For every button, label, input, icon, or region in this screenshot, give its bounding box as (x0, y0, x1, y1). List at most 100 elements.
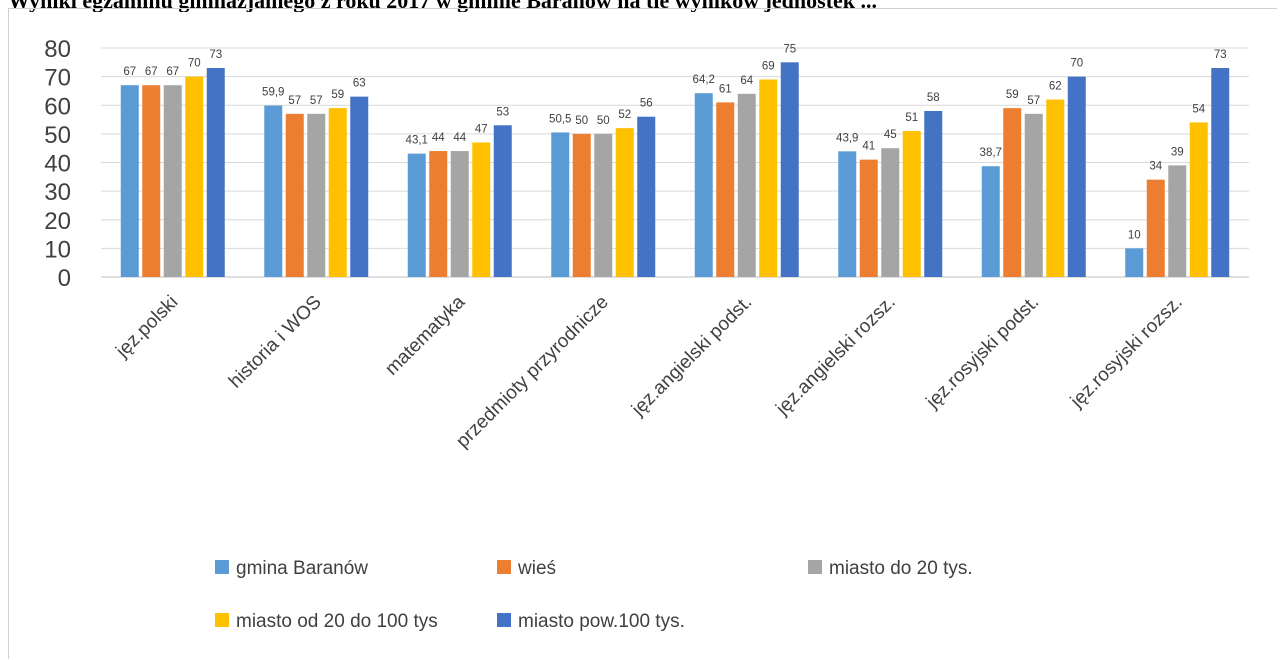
data-label: 38,7 (980, 147, 1002, 159)
data-label: 50 (575, 115, 588, 127)
data-label: 73 (209, 49, 222, 61)
legend-swatch (215, 560, 229, 574)
y-tick-label: 10 (44, 236, 71, 263)
bar (429, 151, 448, 277)
bar (1189, 122, 1208, 277)
category-label: historia i WOS (225, 292, 326, 393)
data-label: 47 (475, 123, 488, 135)
data-label: 70 (188, 58, 201, 70)
bar (737, 93, 756, 277)
data-label: 57 (288, 95, 301, 107)
chart-caption: Wyniki egzaminu gimnazjalnego z roku 201… (8, 0, 1276, 12)
bar (716, 102, 735, 277)
bar (594, 133, 613, 277)
category-label: jęz.angielski podst. (627, 292, 756, 421)
bar (981, 166, 1000, 277)
category-label: jęz.angielski rozsz. (771, 292, 899, 420)
bar (1024, 113, 1043, 278)
bar (1125, 248, 1144, 277)
bar (142, 85, 161, 278)
bar (407, 153, 426, 277)
legend-label: wieś (517, 558, 556, 579)
data-label: 41 (862, 141, 875, 153)
legend-swatch (497, 613, 511, 627)
category-label: jęz.rosyjski rozsz. (1066, 292, 1187, 413)
bar (902, 131, 921, 277)
data-label: 50,5 (549, 113, 571, 125)
data-label: 10 (1128, 229, 1141, 241)
data-label: 61 (719, 83, 732, 95)
category-label: jęz.rosyjski podst. (922, 292, 1044, 414)
data-label: 44 (453, 132, 466, 144)
y-tick-label: 70 (44, 65, 71, 92)
legend-label: gmina Baranów (236, 558, 368, 579)
y-tick-label: 80 (44, 36, 71, 63)
bar (493, 125, 512, 277)
bar (759, 79, 778, 277)
bar (350, 96, 369, 277)
data-label: 39 (1171, 146, 1184, 158)
data-label: 43,1 (406, 135, 428, 147)
bar (1211, 68, 1230, 277)
data-label: 50 (597, 115, 610, 127)
bar (924, 110, 943, 277)
y-tick-label: 0 (58, 265, 71, 292)
y-tick-label: 30 (44, 179, 71, 206)
y-tick-label: 60 (44, 93, 71, 120)
data-label: 62 (1049, 81, 1062, 93)
data-label: 59,9 (262, 87, 284, 99)
bar (694, 93, 713, 277)
bar (1168, 165, 1187, 277)
data-label: 75 (783, 43, 796, 55)
legend-label: miasto pow.100 tys. (518, 611, 685, 632)
chart-frame (8, 8, 1277, 659)
bar (637, 116, 656, 277)
data-label: 70 (1070, 58, 1083, 70)
y-tick-label: 40 (44, 151, 71, 178)
data-label: 64,2 (693, 74, 715, 86)
data-label: 58 (927, 92, 940, 104)
y-tick-label: 50 (44, 122, 71, 149)
bar (472, 142, 491, 277)
data-label: 67 (166, 66, 179, 78)
bar (1067, 76, 1086, 277)
data-label: 34 (1149, 161, 1162, 173)
category-label: matematyka (381, 291, 469, 379)
bar (206, 68, 225, 277)
bar (615, 128, 634, 277)
bar (450, 151, 469, 277)
legend-swatch (215, 613, 229, 627)
data-label: 59 (1006, 89, 1019, 101)
data-label: 44 (432, 132, 445, 144)
legend-swatch (497, 560, 511, 574)
data-label: 64 (740, 75, 753, 87)
y-tick-label: 20 (44, 208, 71, 235)
data-label: 45 (884, 129, 897, 141)
legend-swatch (808, 560, 822, 574)
category-label: przedmioty przyrodnicze (452, 292, 612, 452)
bar (881, 148, 900, 277)
bar (163, 85, 182, 278)
bar (838, 151, 857, 277)
bar (1003, 108, 1022, 277)
bar (859, 159, 878, 277)
bar (572, 133, 591, 277)
legend-label: miasto do 20 tys. (829, 558, 973, 579)
data-label: 63 (353, 78, 366, 90)
data-label: 67 (145, 66, 158, 78)
data-label: 67 (123, 66, 136, 78)
bar (551, 132, 570, 277)
bar (264, 105, 283, 277)
bar (328, 108, 347, 277)
data-label: 73 (1214, 49, 1227, 61)
data-label: 59 (331, 89, 344, 101)
data-label: 57 (310, 95, 323, 107)
bar (1046, 99, 1065, 278)
data-label: 52 (618, 109, 631, 121)
data-label: 51 (905, 112, 918, 124)
data-label: 69 (762, 60, 775, 72)
data-label: 56 (640, 98, 653, 110)
bar (780, 62, 799, 277)
category-label: jęz.polski (111, 292, 182, 363)
